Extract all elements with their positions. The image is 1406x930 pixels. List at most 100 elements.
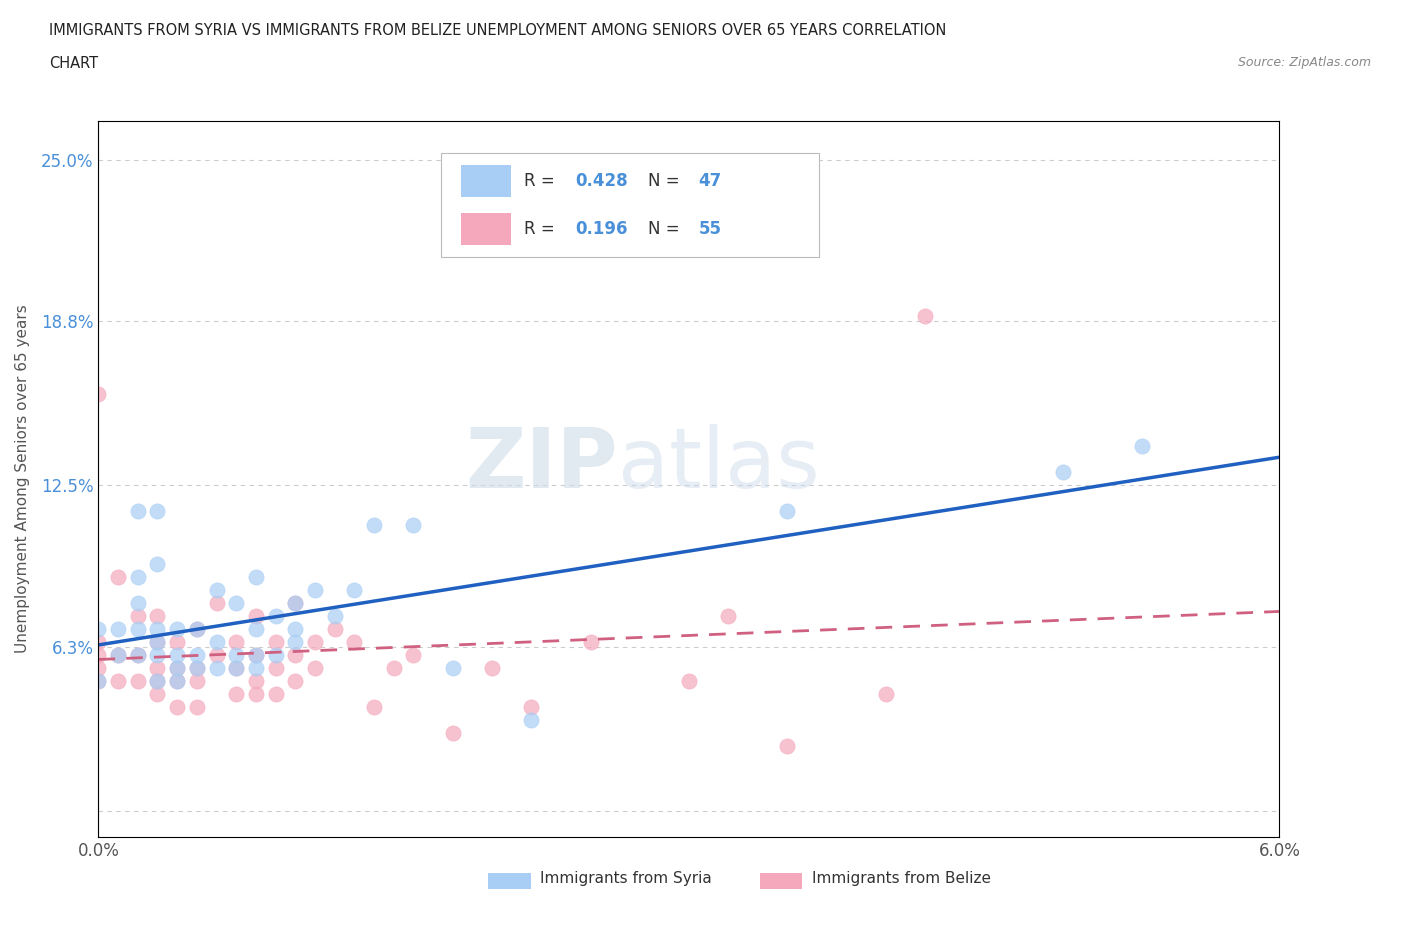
Point <box>146 556 169 571</box>
Point <box>343 634 366 649</box>
Point <box>245 686 267 701</box>
Text: N =: N = <box>648 172 685 190</box>
Text: Immigrants from Belize: Immigrants from Belize <box>811 871 991 886</box>
Point <box>107 647 129 662</box>
Point <box>264 686 287 701</box>
Point <box>146 621 169 636</box>
Point <box>245 608 267 623</box>
Text: CHART: CHART <box>49 56 98 71</box>
Point <box>127 647 149 662</box>
Point <box>264 647 287 662</box>
Point <box>146 686 169 701</box>
Point <box>186 660 208 675</box>
Point <box>323 608 346 623</box>
Point <box>284 647 307 662</box>
Point <box>127 621 149 636</box>
Point <box>914 309 936 324</box>
Point <box>225 660 247 675</box>
Text: atlas: atlas <box>619 424 820 505</box>
Point <box>205 582 228 597</box>
Point <box>127 595 149 610</box>
Point <box>127 647 149 662</box>
Point <box>678 673 700 688</box>
Point <box>166 673 188 688</box>
Point <box>363 517 385 532</box>
Point <box>186 647 208 662</box>
Point <box>87 621 110 636</box>
Point <box>127 673 149 688</box>
Point <box>579 634 602 649</box>
Text: 0.196: 0.196 <box>575 220 628 238</box>
Point <box>264 660 287 675</box>
Text: ZIP: ZIP <box>465 424 619 505</box>
Point <box>284 595 307 610</box>
Point <box>1130 439 1153 454</box>
Point <box>382 660 405 675</box>
Point <box>107 647 129 662</box>
Point <box>441 660 464 675</box>
Point <box>245 569 267 584</box>
Point <box>127 504 149 519</box>
Point <box>520 712 543 727</box>
Point <box>520 699 543 714</box>
Point <box>284 595 307 610</box>
Point <box>186 621 208 636</box>
FancyBboxPatch shape <box>441 153 818 257</box>
Point <box>225 634 247 649</box>
Point <box>127 569 149 584</box>
Point <box>205 647 228 662</box>
Text: IMMIGRANTS FROM SYRIA VS IMMIGRANTS FROM BELIZE UNEMPLOYMENT AMONG SENIORS OVER : IMMIGRANTS FROM SYRIA VS IMMIGRANTS FROM… <box>49 23 946 38</box>
Point <box>166 699 188 714</box>
Bar <box>488 872 530 888</box>
Point <box>205 634 228 649</box>
Bar <box>759 872 803 888</box>
Point <box>87 660 110 675</box>
Point <box>146 647 169 662</box>
Point <box>323 621 346 636</box>
Text: Immigrants from Syria: Immigrants from Syria <box>540 871 711 886</box>
Point <box>166 647 188 662</box>
Point <box>245 673 267 688</box>
Point <box>166 634 188 649</box>
Point <box>146 608 169 623</box>
Point <box>225 660 247 675</box>
Point <box>205 595 228 610</box>
Point <box>225 686 247 701</box>
Point <box>776 504 799 519</box>
Point <box>87 387 110 402</box>
Point <box>284 621 307 636</box>
Point <box>264 608 287 623</box>
Point <box>402 517 425 532</box>
Point <box>146 660 169 675</box>
Point <box>186 673 208 688</box>
Point <box>245 621 267 636</box>
Point <box>146 634 169 649</box>
Point <box>166 660 188 675</box>
Point <box>225 647 247 662</box>
Point <box>481 660 503 675</box>
Point <box>87 673 110 688</box>
Y-axis label: Unemployment Among Seniors over 65 years: Unemployment Among Seniors over 65 years <box>15 305 30 653</box>
Point <box>776 738 799 753</box>
Point <box>363 699 385 714</box>
Point <box>146 504 169 519</box>
Text: R =: R = <box>523 220 560 238</box>
Point <box>304 660 326 675</box>
Point <box>107 621 129 636</box>
Point <box>166 621 188 636</box>
Text: 47: 47 <box>699 172 721 190</box>
Point <box>107 673 129 688</box>
Point <box>284 634 307 649</box>
Point <box>186 699 208 714</box>
Point <box>166 660 188 675</box>
Point <box>304 582 326 597</box>
Text: 55: 55 <box>699 220 721 238</box>
Point <box>146 673 169 688</box>
Text: Source: ZipAtlas.com: Source: ZipAtlas.com <box>1237 56 1371 69</box>
Point <box>166 673 188 688</box>
Point <box>107 569 129 584</box>
Point <box>402 647 425 662</box>
Bar <box>461 213 510 245</box>
Point <box>127 608 149 623</box>
Point <box>284 673 307 688</box>
